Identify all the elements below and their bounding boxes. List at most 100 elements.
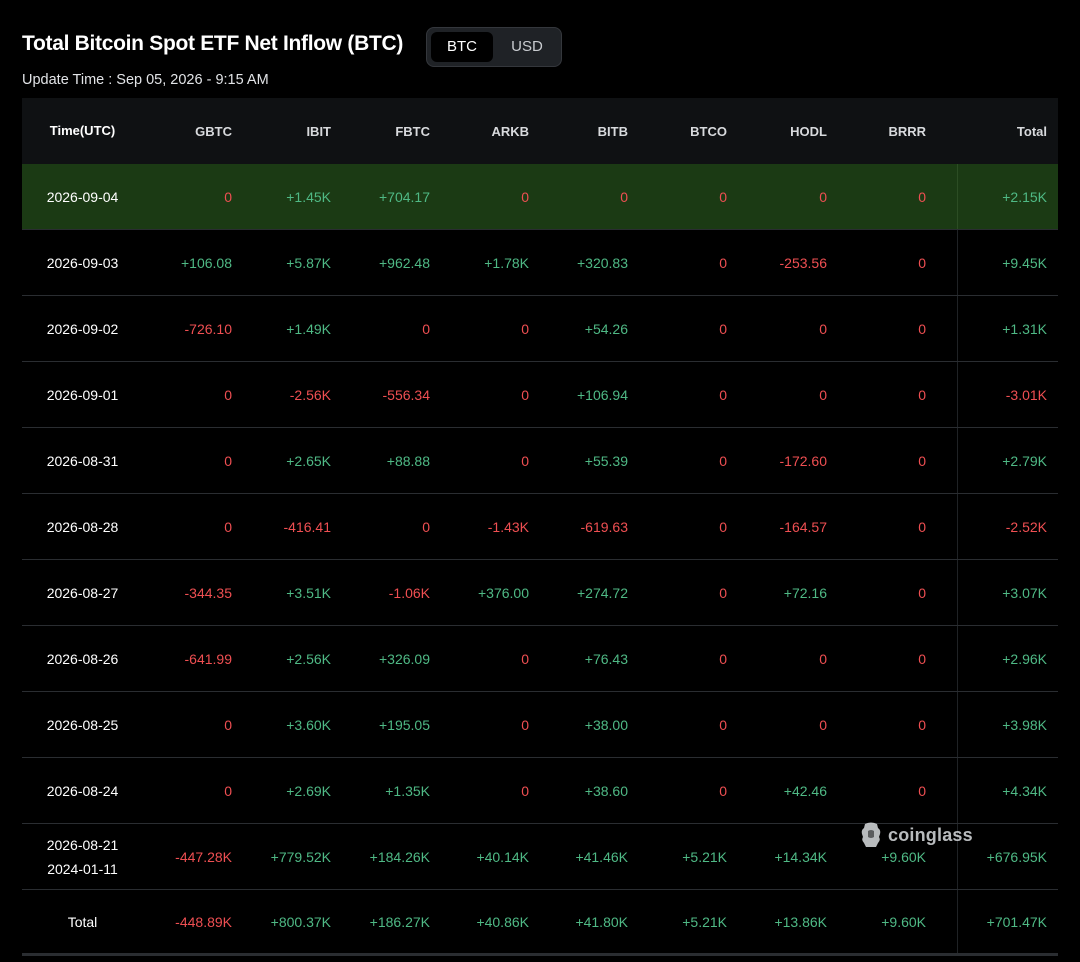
flow-value-brrr: 0 (918, 650, 926, 667)
flow-value-gbtc: -726.10 (184, 320, 232, 337)
flow-value-brrr: +9.60K (881, 848, 926, 865)
flow-value-bitb: +76.43 (584, 650, 628, 667)
table-row: 2026-08-31 0 +2.65K +88.88 0 +55.39 0 -172.60 0 +… (22, 428, 1058, 494)
column-header-ibit: IBIT (306, 123, 331, 139)
table-row: 2026-09-03 +106.08 +5.87K +962.48 +1.78K +320… (22, 230, 1058, 296)
flow-value-total: +4.34K (957, 758, 1058, 823)
table-row: 2026-08-26 -641.99 +2.56K +326.09 0 +76.43 0 0 0… (22, 626, 1058, 692)
row-date: 2026-08-28 (22, 494, 143, 559)
coinglass-logo-icon (860, 822, 882, 848)
table-row: 2026-08-25 0 +3.60K +195.05 0 +38.00 0 0 0 +3.98K (22, 692, 1058, 758)
page-header: Total Bitcoin Spot ETF Net Inflow (BTC) … (22, 26, 1062, 96)
column-header-brrr: BRRR (888, 123, 926, 139)
date-line: 2026-08-24 (46, 782, 119, 799)
flow-value-brrr: 0 (918, 782, 926, 799)
row-date: 2026-08-31 (22, 428, 143, 493)
flow-value-bitb: +38.00 (584, 716, 628, 733)
flow-value-ibit: +2.56K (286, 650, 331, 667)
flow-value-total: -3.01K (957, 362, 1058, 427)
flow-value-fbtc: -556.34 (382, 386, 430, 403)
flow-value-hodl: -164.57 (779, 518, 827, 535)
flow-value-btco: 0 (719, 782, 727, 799)
update-time: Update Time : Sep 05, 2026 - 9:15 AM (22, 72, 269, 88)
flow-value-btco: 0 (719, 254, 727, 271)
flow-value-fbtc: -1.06K (388, 584, 430, 601)
flow-value-bitb: +274.72 (577, 584, 628, 601)
flow-value-gbtc: -344.35 (184, 584, 232, 601)
flow-value-hodl: 0 (819, 386, 827, 403)
flow-value-fbtc: +704.17 (379, 188, 430, 205)
flow-value-gbtc: 0 (224, 782, 232, 799)
flow-value-fbtc: 0 (422, 320, 430, 337)
column-header-hodl: HODL (790, 123, 827, 139)
flow-value-fbtc: +186.27K (369, 913, 430, 930)
flow-value-total: -2.52K (957, 494, 1058, 559)
flow-value-fbtc: +326.09 (379, 650, 430, 667)
table-row: 2026-08-28 0 -416.41 0 -1.43K -619.63 0 -164.57… (22, 494, 1058, 560)
flow-value-brrr: 0 (918, 386, 926, 403)
flow-value-gbtc: -641.99 (184, 650, 232, 667)
date-line: 2026-08-25 (46, 716, 119, 733)
table-row: 2026-09-01 0 -2.56K -556.34 0 +106.94 0 0 0 -3.01… (22, 362, 1058, 428)
row-date: 2026-08-24 (22, 758, 143, 823)
date-line: 2026-09-02 (46, 320, 119, 337)
flow-value-bitb: -619.63 (580, 518, 628, 535)
flow-value-ibit: -2.56K (289, 386, 331, 403)
flow-value-brrr: 0 (918, 716, 926, 733)
date-line: 2026-09-01 (46, 386, 119, 403)
table-row: 2026-08-21 2024-01-11 -447.28K +779.52K +184… (22, 824, 1058, 890)
flow-value-total: +2.79K (957, 428, 1058, 493)
usd-toggle-button[interactable]: USD (511, 38, 543, 55)
flow-value-fbtc: +962.48 (379, 254, 430, 271)
row-date: 2026-08-25 (22, 692, 143, 757)
flow-value-btco: 0 (719, 518, 727, 535)
btc-toggle-button[interactable]: BTC (431, 32, 493, 62)
flow-value-arkb: +40.14K (476, 848, 529, 865)
flow-value-total: +676.95K (957, 824, 1058, 889)
flow-value-fbtc: 0 (422, 518, 430, 535)
flow-value-total: +3.07K (957, 560, 1058, 625)
flow-value-total: +2.15K (957, 164, 1058, 229)
flow-value-gbtc: 0 (224, 452, 232, 469)
flow-value-gbtc: 0 (224, 716, 232, 733)
row-date: 2026-08-27 (22, 560, 143, 625)
flow-value-btco: 0 (719, 584, 727, 601)
flow-value-fbtc: +195.05 (379, 716, 430, 733)
date-line: Total (67, 913, 98, 930)
row-date: 2026-09-04 (22, 164, 143, 229)
flow-value-fbtc: +184.26K (369, 848, 430, 865)
flow-value-brrr: 0 (918, 320, 926, 337)
flow-value-arkb: 0 (521, 386, 529, 403)
flow-value-arkb: +40.86K (476, 913, 529, 930)
flow-value-ibit: +779.52K (270, 848, 331, 865)
flow-value-btco: 0 (719, 320, 727, 337)
flow-value-btco: +5.21K (682, 848, 727, 865)
flow-value-hodl: 0 (819, 650, 827, 667)
flow-value-bitb: +54.26 (584, 320, 628, 337)
flow-value-total: +701.47K (957, 890, 1058, 953)
flow-value-gbtc: +106.08 (181, 254, 232, 271)
flow-value-gbtc: 0 (224, 518, 232, 535)
date-line: 2026-08-28 (46, 518, 119, 535)
column-header-gbtc: GBTC (195, 123, 232, 139)
flow-value-btco: 0 (719, 452, 727, 469)
flow-value-hodl: -253.56 (779, 254, 827, 271)
column-header-fbtc: FBTC (395, 123, 430, 139)
flow-value-bitb: +41.46K (575, 848, 628, 865)
flow-value-arkb: 0 (521, 188, 529, 205)
coinglass-watermark: coinglass (860, 822, 973, 848)
flow-value-hodl: +42.46 (783, 782, 827, 799)
date-line: 2026-09-04 (46, 188, 119, 205)
flow-value-gbtc: 0 (224, 386, 232, 403)
flow-value-total: +2.96K (957, 626, 1058, 691)
flow-value-ibit: +3.60K (286, 716, 331, 733)
flow-value-hodl: 0 (819, 716, 827, 733)
flow-value-ibit: +5.87K (286, 254, 331, 271)
flow-value-btco: 0 (719, 188, 727, 205)
flow-value-bitb: +41.80K (575, 913, 628, 930)
flow-value-ibit: +2.65K (286, 452, 331, 469)
row-date: 2026-09-03 (22, 230, 143, 295)
flow-value-brrr: 0 (918, 452, 926, 469)
flow-value-hodl: 0 (819, 320, 827, 337)
flow-value-btco: +5.21K (682, 913, 727, 930)
